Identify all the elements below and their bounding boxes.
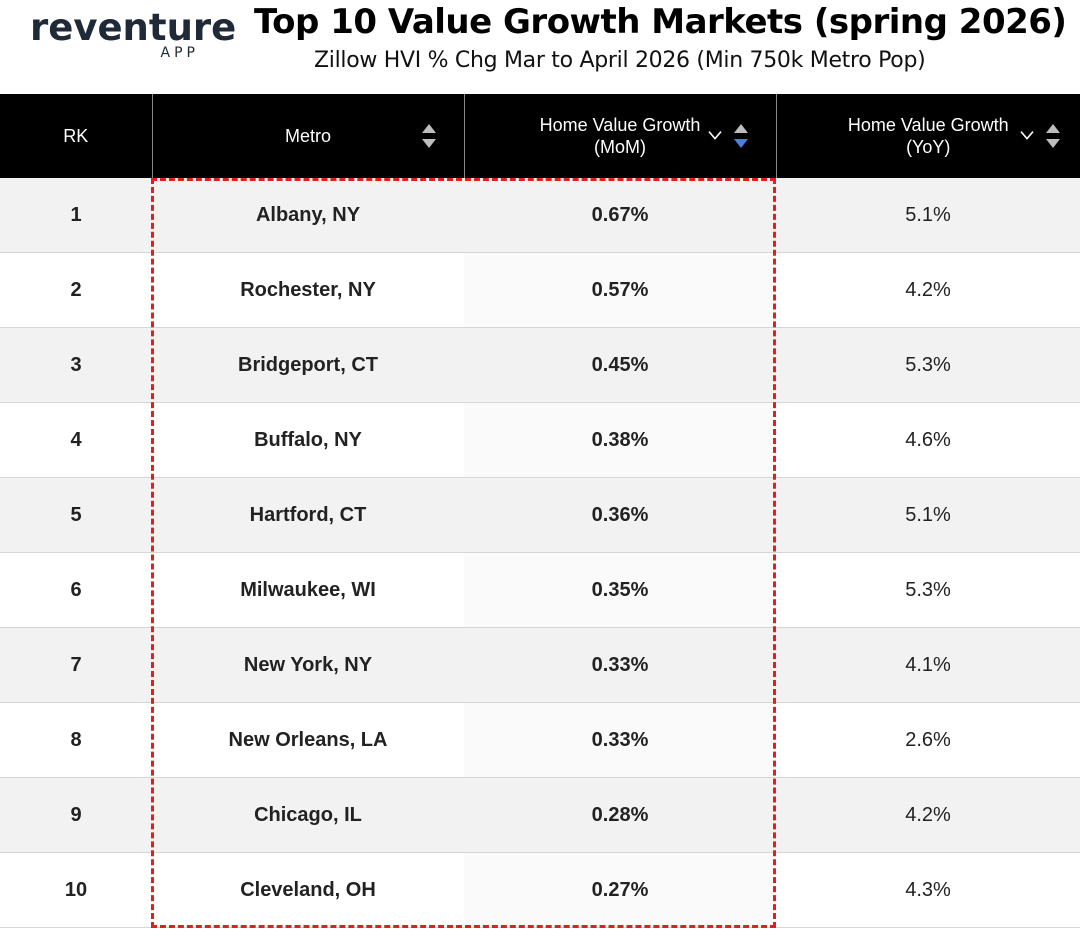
rank-cell: 10 (0, 852, 152, 928)
mom-cell: 0.35% (464, 552, 776, 628)
rank-cell: 3 (0, 327, 152, 403)
metro-cell: Chicago, IL (152, 777, 464, 853)
metro-cell: Cleveland, OH (152, 852, 464, 928)
table-row[interactable]: 9 Chicago, IL 0.28% 4.2% (0, 777, 1080, 853)
mom-cell: 0.28% (464, 777, 776, 853)
yoy-cell: 5.1% (776, 178, 1080, 253)
yoy-cell: 5.3% (776, 327, 1080, 403)
column-header-mom[interactable]: Home Value Growth (MoM) (464, 94, 777, 178)
table-row[interactable]: 6 Milwaukee, WI 0.35% 5.3% (0, 552, 1080, 628)
mom-cell: 0.36% (464, 477, 776, 553)
mom-cell: 0.38% (464, 402, 776, 478)
column-header-yoy[interactable]: Home Value Growth (YoY) (776, 94, 1080, 178)
column-header-sublabel: (YoY) (906, 137, 951, 157)
yoy-cell: 4.2% (776, 252, 1080, 328)
rank-cell: 6 (0, 552, 152, 628)
yoy-cell: 5.3% (776, 552, 1080, 628)
mom-cell: 0.27% (464, 852, 776, 928)
sort-arrows-icon[interactable] (421, 124, 436, 148)
table-row[interactable]: 5 Hartford, CT 0.36% 5.1% (0, 477, 1080, 553)
yoy-cell: 4.1% (776, 627, 1080, 703)
yoy-cell: 4.2% (776, 777, 1080, 853)
sort-arrows-icon[interactable] (1046, 124, 1060, 148)
metro-cell: Rochester, NY (152, 252, 464, 328)
mom-cell: 0.33% (464, 702, 776, 778)
mom-cell: 0.67% (464, 178, 776, 253)
rank-cell: 8 (0, 702, 152, 778)
markets-table: RK Metro Home Value Growth (MoM) (0, 94, 1080, 928)
metro-cell: New York, NY (152, 627, 464, 703)
page-header: reventure APP Top 10 Value Growth Market… (0, 0, 1080, 94)
metro-cell: Milwaukee, WI (152, 552, 464, 628)
mom-cell: 0.57% (464, 252, 776, 328)
table-header: RK Metro Home Value Growth (MoM) (0, 94, 1080, 178)
rank-cell: 7 (0, 627, 152, 703)
logo-subtext: APP (160, 45, 199, 61)
yoy-cell: 2.6% (776, 702, 1080, 778)
table-row[interactable]: 3 Bridgeport, CT 0.45% 5.3% (0, 327, 1080, 403)
column-header-sublabel: (MoM) (593, 137, 646, 157)
yoy-cell: 4.6% (776, 402, 1080, 478)
column-header-label: Home Value Growth (539, 115, 701, 135)
logo-wordmark: reventure (30, 6, 237, 49)
table-row[interactable]: 8 New Orleans, LA 0.33% 2.6% (0, 702, 1080, 778)
column-header-label: Metro (284, 126, 331, 146)
column-header-metro[interactable]: Metro (152, 94, 465, 178)
chevron-down-icon[interactable] (1020, 128, 1034, 142)
table-row[interactable]: 7 New York, NY 0.33% 4.1% (0, 627, 1080, 703)
rank-cell: 4 (0, 402, 152, 478)
metro-cell: Hartford, CT (152, 477, 464, 553)
table-row[interactable]: 2 Rochester, NY 0.57% 4.2% (0, 252, 1080, 328)
metro-cell: Albany, NY (152, 178, 464, 253)
mom-cell: 0.33% (464, 627, 776, 703)
yoy-cell: 5.1% (776, 477, 1080, 553)
page-title: Top 10 Value Growth Markets (spring 2026… (254, 2, 1067, 42)
rank-cell: 1 (0, 178, 152, 253)
table-row[interactable]: 1 Albany, NY 0.67% 5.1% (0, 178, 1080, 253)
sort-arrows-icon[interactable] (733, 124, 748, 148)
reventure-logo: reventure APP (30, 6, 236, 66)
table-row[interactable]: 10 Cleveland, OH 0.27% 4.3% (0, 852, 1080, 928)
rank-cell: 9 (0, 777, 152, 853)
metro-cell: New Orleans, LA (152, 702, 464, 778)
mom-cell: 0.45% (464, 327, 776, 403)
metro-cell: Buffalo, NY (152, 402, 464, 478)
table-row[interactable]: 4 Buffalo, NY 0.38% 4.6% (0, 402, 1080, 478)
yoy-cell: 4.3% (776, 852, 1080, 928)
chevron-down-icon[interactable] (707, 128, 722, 142)
column-header-label: Home Value Growth (847, 115, 1009, 135)
rank-cell: 2 (0, 252, 152, 328)
metro-cell: Bridgeport, CT (152, 327, 464, 403)
table-body: 1 Albany, NY 0.67% 5.1% 2 Rochester, NY … (0, 178, 1080, 928)
column-header-label: RK (63, 126, 89, 146)
rank-cell: 5 (0, 477, 152, 553)
column-header-rk[interactable]: RK (0, 94, 153, 178)
page-subtitle: Zillow HVI % Chg Mar to April 2026 (Min … (314, 48, 926, 73)
